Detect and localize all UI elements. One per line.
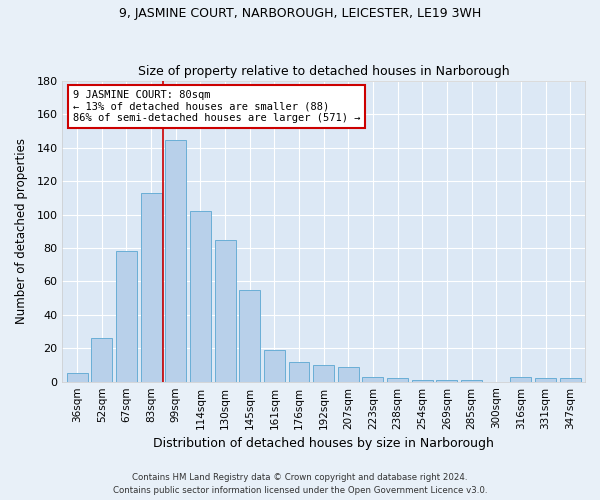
Bar <box>511 376 532 382</box>
Bar <box>116 252 137 382</box>
Bar <box>67 374 88 382</box>
Bar <box>436 380 457 382</box>
Bar <box>215 240 236 382</box>
Bar <box>461 380 482 382</box>
Bar <box>239 290 260 382</box>
Bar <box>165 140 186 382</box>
Bar <box>560 378 581 382</box>
Bar <box>387 378 408 382</box>
Bar <box>362 376 383 382</box>
X-axis label: Distribution of detached houses by size in Narborough: Distribution of detached houses by size … <box>153 437 494 450</box>
Bar <box>289 362 310 382</box>
Text: 9, JASMINE COURT, NARBOROUGH, LEICESTER, LE19 3WH: 9, JASMINE COURT, NARBOROUGH, LEICESTER,… <box>119 8 481 20</box>
Text: Contains HM Land Registry data © Crown copyright and database right 2024.
Contai: Contains HM Land Registry data © Crown c… <box>113 474 487 495</box>
Bar <box>535 378 556 382</box>
Bar <box>412 380 433 382</box>
Title: Size of property relative to detached houses in Narborough: Size of property relative to detached ho… <box>138 66 509 78</box>
Y-axis label: Number of detached properties: Number of detached properties <box>15 138 28 324</box>
Bar <box>338 366 359 382</box>
Bar <box>264 350 285 382</box>
Bar <box>91 338 112 382</box>
Text: 9 JASMINE COURT: 80sqm
← 13% of detached houses are smaller (88)
86% of semi-det: 9 JASMINE COURT: 80sqm ← 13% of detached… <box>73 90 360 124</box>
Bar <box>190 212 211 382</box>
Bar <box>140 193 161 382</box>
Bar <box>313 365 334 382</box>
